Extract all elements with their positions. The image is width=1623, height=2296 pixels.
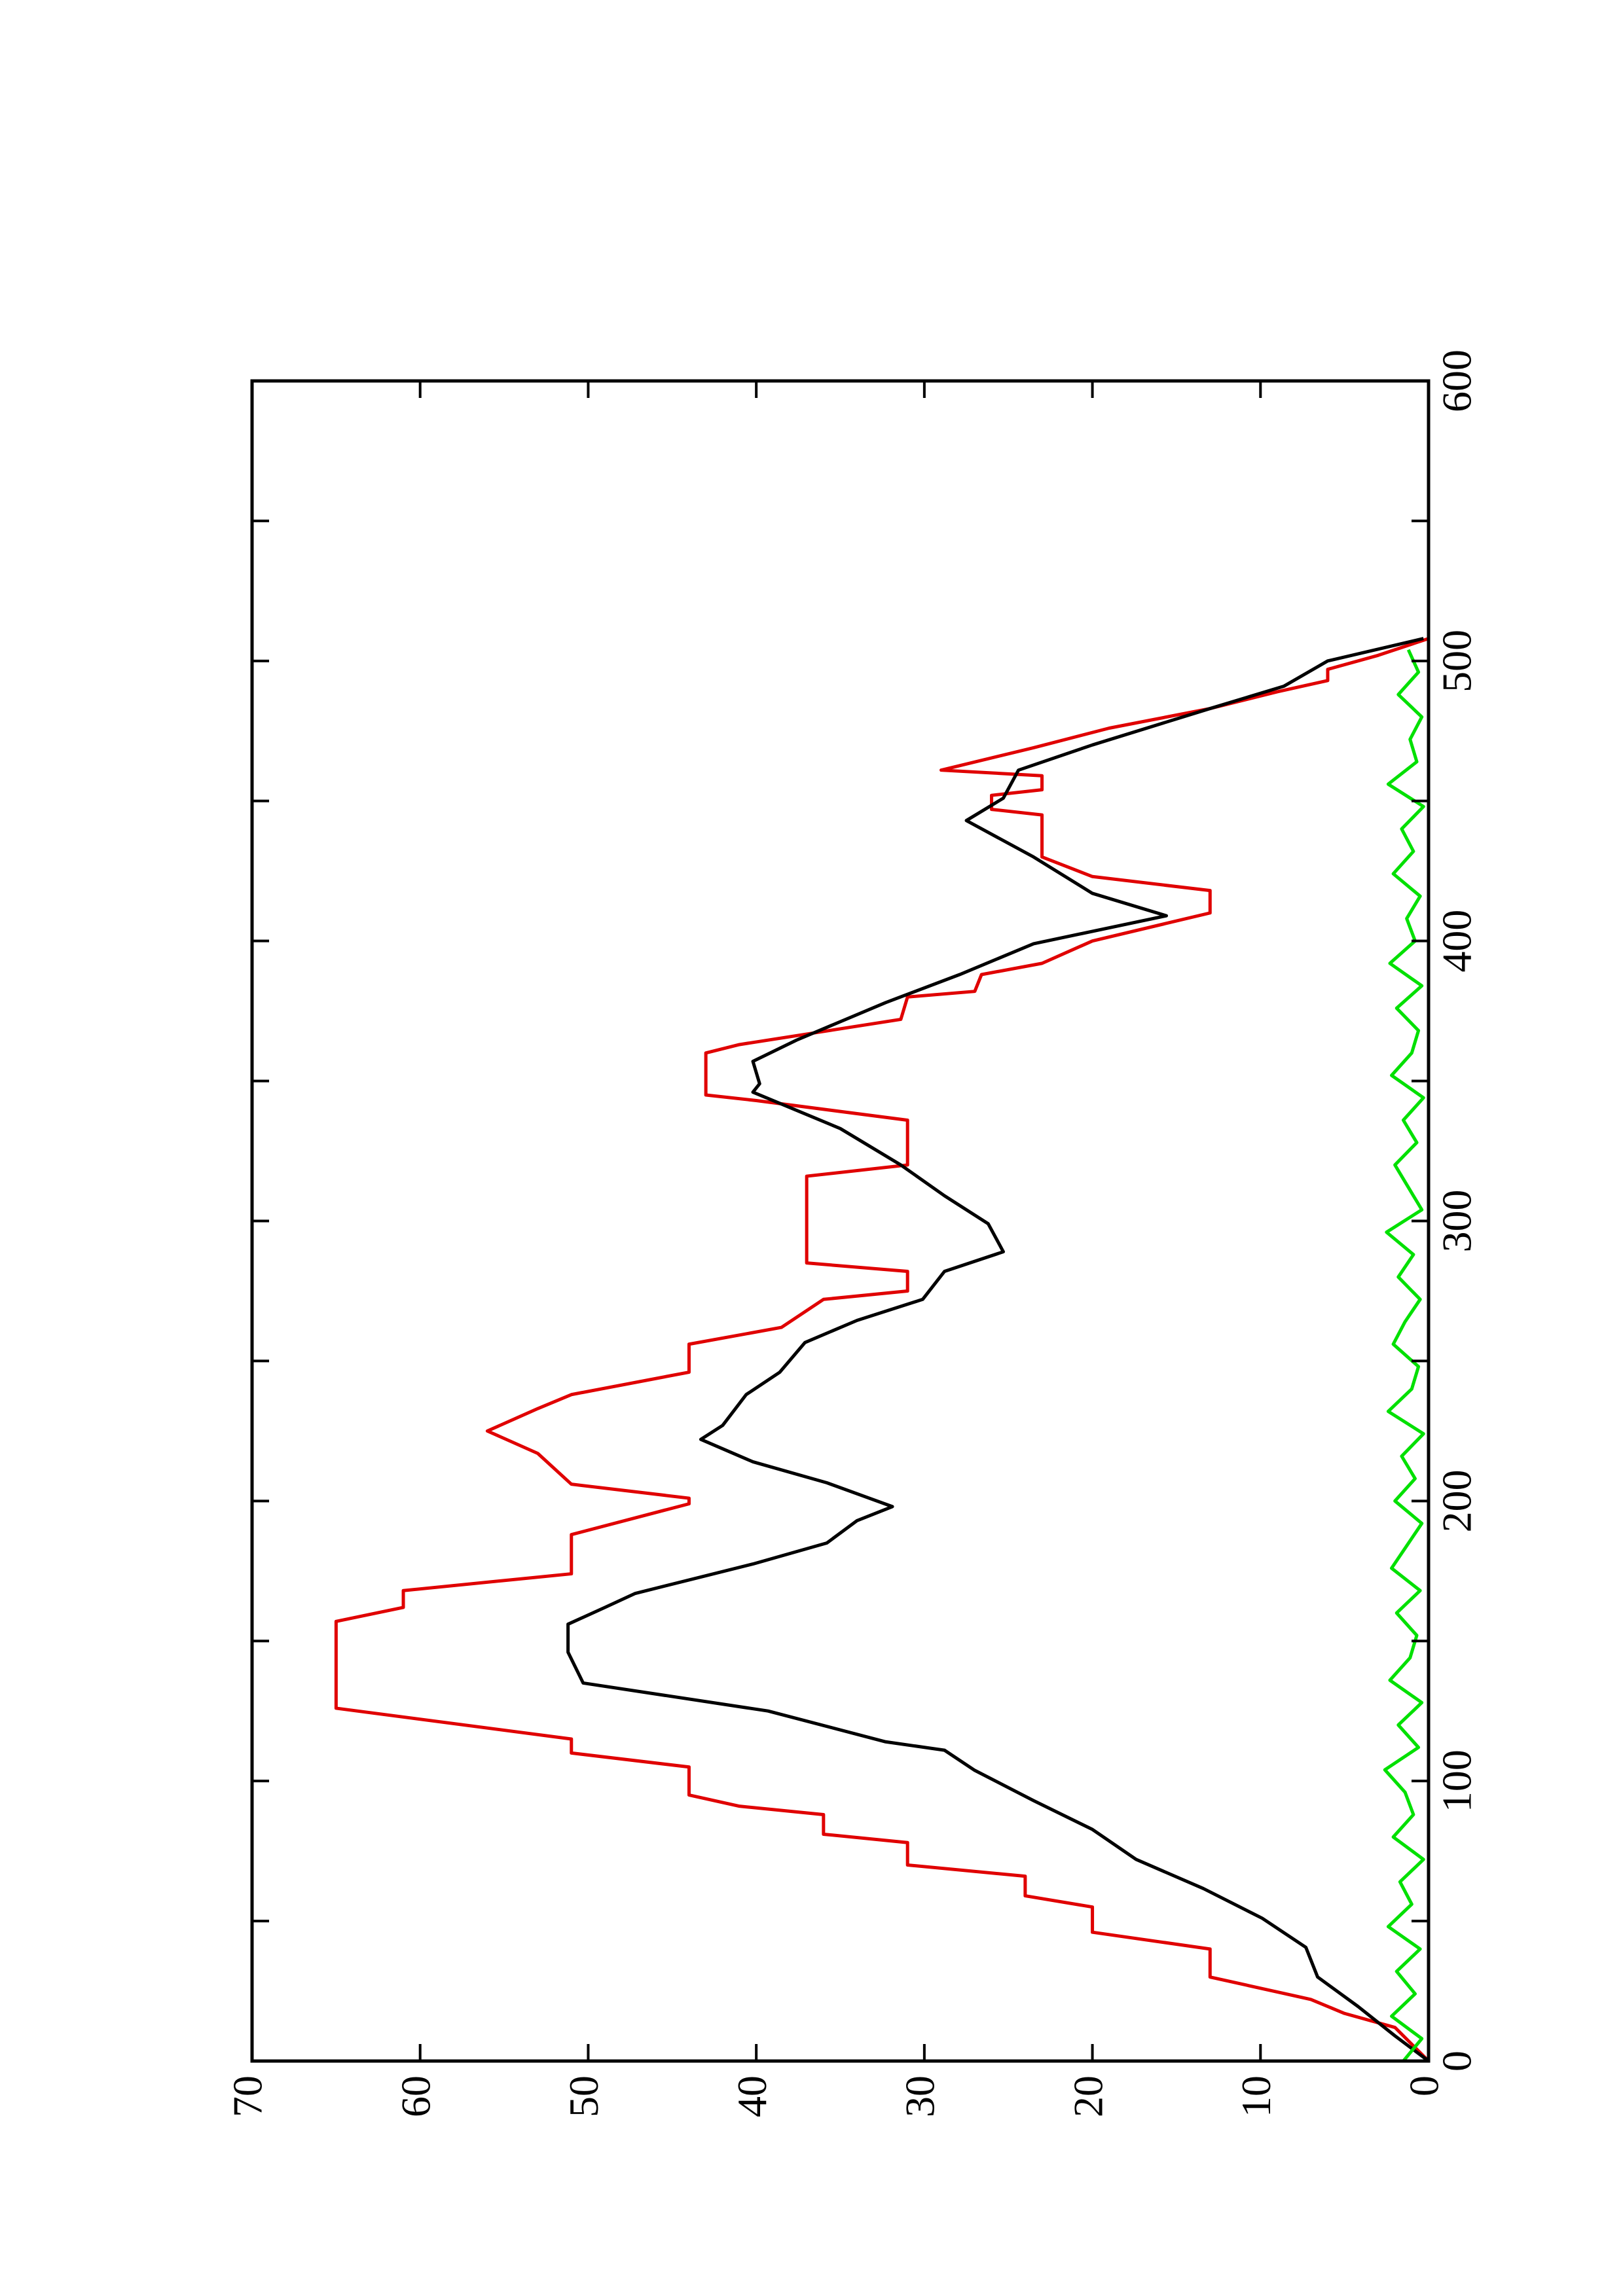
- data-line: [334, 637, 1430, 2062]
- plot-area: 0 100 200 300 400 500 600 0 10 20 30 40 50 60 70: [225, 350, 1480, 2117]
- x-tick-label: 400: [1434, 910, 1480, 973]
- x-tick-label: 600: [1434, 350, 1480, 412]
- x-tick-label: 200: [1434, 1469, 1480, 1532]
- y-tick-label: 10: [1233, 2075, 1279, 2117]
- y-tick-label: 70: [225, 2075, 271, 2117]
- x-tick-label: 300: [1434, 1190, 1480, 1253]
- x-tick-label: 0: [1434, 2051, 1480, 2072]
- y-tick-label: 40: [729, 2075, 775, 2117]
- data-line: [566, 637, 1430, 2063]
- y-tick-label: 60: [392, 2075, 439, 2117]
- y-tick-label: 30: [897, 2075, 943, 2117]
- x-tick-label: 100: [1434, 1749, 1480, 1812]
- y-tick-label: 50: [560, 2075, 607, 2117]
- data-line: [1383, 649, 1425, 2062]
- y-tick-label: 20: [1065, 2075, 1111, 2117]
- plot-frame: [250, 379, 1431, 2063]
- x-tick-label: 500: [1434, 630, 1480, 692]
- y-tick-label: 0: [1401, 2075, 1448, 2096]
